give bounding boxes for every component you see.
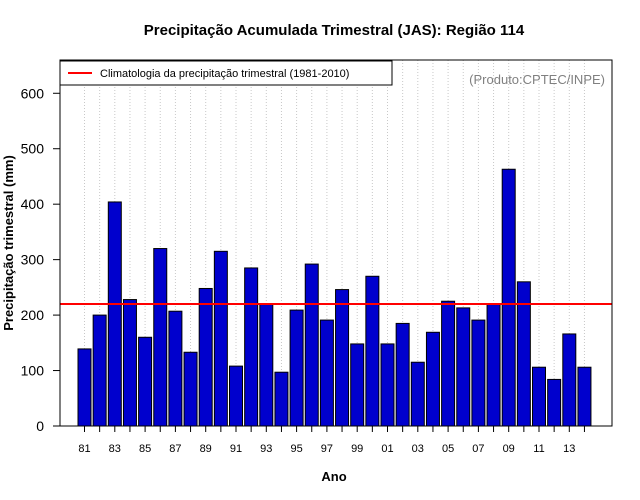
bar-1986 bbox=[153, 248, 168, 427]
y-tick-label: 300 bbox=[21, 252, 45, 268]
legend-label: Climatologia da precipitação trimestral … bbox=[100, 68, 349, 80]
bar-1982 bbox=[92, 314, 107, 427]
legend: Climatologia da precipitação trimestral … bbox=[59, 60, 393, 86]
bar-1990 bbox=[213, 250, 228, 427]
y-tick-label: 600 bbox=[21, 85, 45, 101]
bar-1995 bbox=[289, 309, 304, 427]
bar-2003 bbox=[410, 361, 425, 427]
x-tick-label: 89 bbox=[200, 443, 212, 455]
x-tick-label: 13 bbox=[563, 443, 575, 455]
bar-1997 bbox=[319, 319, 334, 427]
bar-1999 bbox=[350, 343, 365, 427]
bar-1985 bbox=[138, 336, 153, 427]
y-tick-label: 200 bbox=[21, 307, 45, 323]
bar-1991 bbox=[229, 365, 243, 427]
bar-1981 bbox=[77, 348, 92, 427]
y-tick-label: 0 bbox=[36, 418, 44, 434]
bar-2011 bbox=[532, 366, 546, 427]
x-tick-label: 97 bbox=[321, 443, 333, 455]
chart-title: Precipitação Acumulada Trimestral (JAS):… bbox=[144, 22, 525, 39]
bar-1983 bbox=[107, 201, 122, 427]
x-tick-label: 05 bbox=[442, 443, 454, 455]
x-tick-label: 01 bbox=[381, 443, 393, 455]
legend-box bbox=[59, 60, 393, 86]
y-axis: 0 100 200 300 400 500 600 bbox=[21, 85, 60, 434]
bar-1988 bbox=[183, 351, 198, 427]
bar-1984 bbox=[122, 299, 137, 427]
x-axis-label: Ano bbox=[321, 469, 346, 484]
x-tick-label: 09 bbox=[503, 443, 515, 455]
y-tick-label: 100 bbox=[21, 363, 45, 379]
x-tick-label: 07 bbox=[472, 443, 484, 455]
bars bbox=[77, 168, 592, 427]
bar-2001 bbox=[380, 343, 395, 427]
bar-2013 bbox=[562, 333, 577, 427]
bar-1998 bbox=[335, 289, 350, 427]
x-axis: 81 83 85 87 89 91 93 95 97 99 01 03 05 07 09 11 13 bbox=[78, 426, 585, 455]
plot-frame bbox=[59, 59, 613, 427]
bar-2007 bbox=[471, 319, 486, 427]
x-tick-label: 93 bbox=[260, 443, 272, 455]
x-tick-label: 87 bbox=[169, 443, 181, 455]
x-tick-label: 91 bbox=[230, 443, 242, 455]
bar-1994 bbox=[274, 371, 289, 427]
bar-2000 bbox=[365, 275, 380, 427]
y-tick-label: 500 bbox=[21, 141, 45, 157]
x-tick-label: 95 bbox=[290, 443, 302, 455]
bar-2004 bbox=[425, 331, 440, 427]
gridlines bbox=[84, 60, 585, 426]
bar-2009 bbox=[501, 168, 516, 427]
bar-2014 bbox=[577, 366, 592, 427]
x-tick-label: 83 bbox=[109, 443, 121, 455]
bar-2008 bbox=[486, 304, 501, 427]
y-axis-label: Precipitação trimestral (mm) bbox=[1, 155, 16, 331]
x-tick-label: 03 bbox=[412, 443, 424, 455]
x-tick-label: 11 bbox=[533, 443, 544, 455]
bar-2006 bbox=[456, 307, 471, 427]
bar-2005 bbox=[441, 300, 456, 427]
bar-2012 bbox=[547, 378, 562, 427]
bar-1987 bbox=[168, 310, 183, 427]
bar-2002 bbox=[395, 322, 410, 427]
credit-text: (Produto:CPTEC/INPE) bbox=[469, 72, 605, 87]
bar-1989 bbox=[198, 287, 213, 427]
x-tick-label: 99 bbox=[351, 443, 363, 455]
x-tick-label: 85 bbox=[139, 443, 151, 455]
bar-1996 bbox=[304, 263, 319, 427]
x-tick-label: 81 bbox=[78, 443, 90, 455]
y-tick-label: 400 bbox=[21, 196, 45, 212]
bar-1993 bbox=[259, 304, 274, 427]
bar-1992 bbox=[244, 267, 259, 427]
